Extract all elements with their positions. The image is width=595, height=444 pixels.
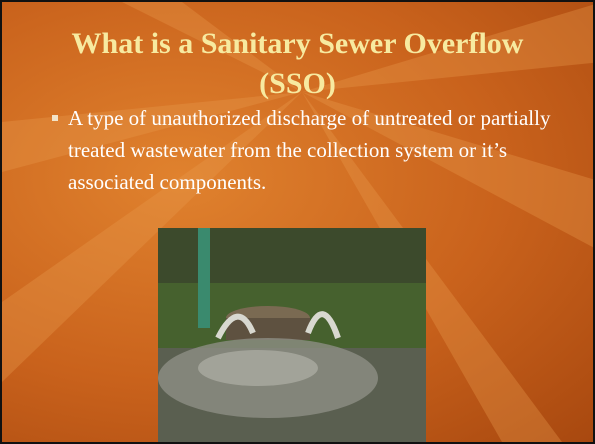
slide: What is a Sanitary Sewer Overflow (SSO) …	[0, 0, 595, 444]
overflow-photo	[158, 228, 426, 444]
bullet-text: A type of unauthorized discharge of untr…	[50, 102, 568, 198]
slide-title: What is a Sanitary Sewer Overflow (SSO)	[42, 24, 553, 104]
